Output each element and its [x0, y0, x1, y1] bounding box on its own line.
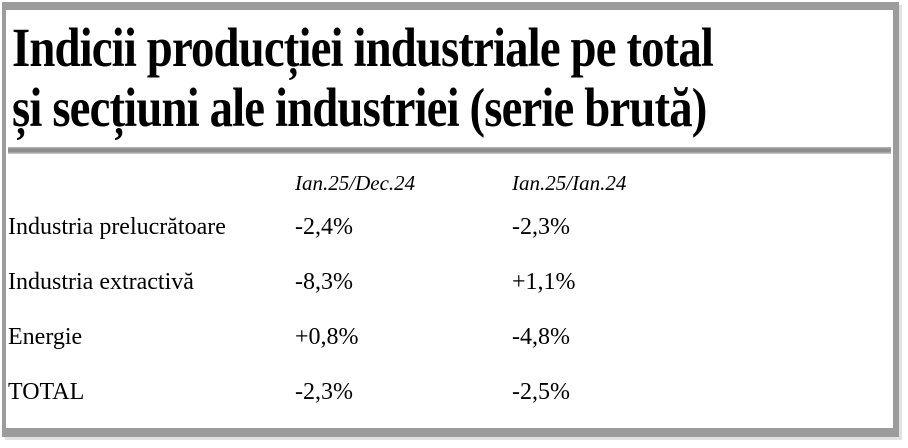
value-yoy: -2,5% — [512, 379, 570, 405]
value-mom: -2,4% — [295, 214, 353, 240]
value-yoy: -4,8% — [512, 324, 570, 350]
value-mom: -8,3% — [295, 269, 353, 295]
framed-panel: Indicii producției industriale pe total … — [2, 2, 899, 437]
table-row: Energie +0,8% -4,8% — [8, 310, 893, 365]
indices-table: Ian.25/Dec.24 Ian.25/Ian.24 Industria pr… — [6, 154, 893, 420]
row-label: Industria extractivă — [8, 269, 194, 295]
value-mom: -2,3% — [295, 379, 353, 405]
column-header-yoy: Ian.25/Ian.24 — [512, 171, 627, 195]
title-divider — [8, 147, 891, 154]
table-header-row: Ian.25/Dec.24 Ian.25/Ian.24 — [8, 154, 893, 200]
value-yoy: -2,3% — [512, 214, 570, 240]
page-title: Indicii producției industriale pe total … — [6, 10, 893, 138]
row-label: TOTAL — [8, 379, 85, 405]
column-header-mom: Ian.25/Dec.24 — [295, 171, 416, 195]
table-row: Industria extractivă -8,3% +1,1% — [8, 255, 893, 310]
table-row: Industria prelucrătoare -2,4% -2,3% — [8, 200, 893, 255]
value-yoy: +1,1% — [512, 269, 576, 295]
value-mom: +0,8% — [295, 324, 359, 350]
title-line-1: Indicii producției industriale pe total — [12, 17, 714, 78]
row-label: Energie — [8, 324, 83, 350]
row-label-header-spacer — [8, 196, 295, 200]
title-line-2: și secțiuni ale industriei (serie brută) — [12, 77, 707, 138]
row-label: Industria prelucrătoare — [8, 214, 226, 240]
table-row-total: TOTAL -2,3% -2,5% — [8, 365, 893, 420]
